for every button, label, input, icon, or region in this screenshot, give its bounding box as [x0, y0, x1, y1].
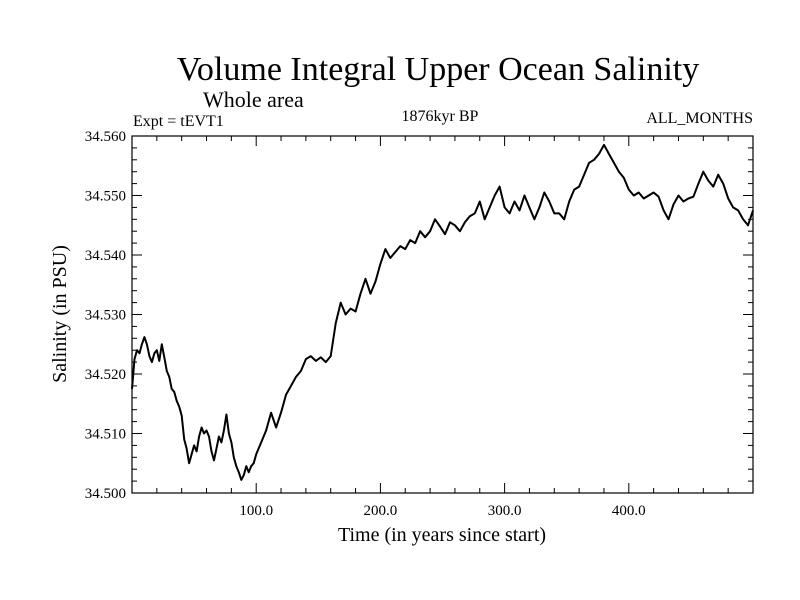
- header-period: 1876kyr BP: [402, 108, 479, 125]
- chart-subtitle: Whole area: [203, 87, 304, 112]
- y-tick-label: 34.530: [85, 308, 126, 324]
- chart-title: Volume Integral Upper Ocean Salinity: [177, 51, 699, 88]
- x-axis-label: Time (in years since start): [338, 524, 546, 546]
- x-tick-label: 200.0: [364, 503, 398, 519]
- x-tick-label: 300.0: [488, 503, 522, 519]
- y-tick-label: 34.520: [85, 367, 126, 383]
- y-tick-label: 34.560: [85, 129, 126, 145]
- header-months: ALL_MONTHS: [646, 110, 753, 127]
- series-line-salinity: [131, 143, 754, 481]
- y-tick-label: 34.510: [85, 427, 126, 443]
- header-experiment: Expt = tEVT1: [133, 113, 224, 130]
- y-tick-label: 34.550: [85, 189, 126, 205]
- y-axis-label: Salinity (in PSU): [49, 245, 71, 383]
- plot-frame: [131, 135, 754, 494]
- y-tick-label: 34.540: [85, 248, 126, 264]
- x-tick-label: 100.0: [239, 503, 273, 519]
- y-tick-label: 34.500: [85, 486, 126, 502]
- x-tick-label: 400.0: [612, 503, 646, 519]
